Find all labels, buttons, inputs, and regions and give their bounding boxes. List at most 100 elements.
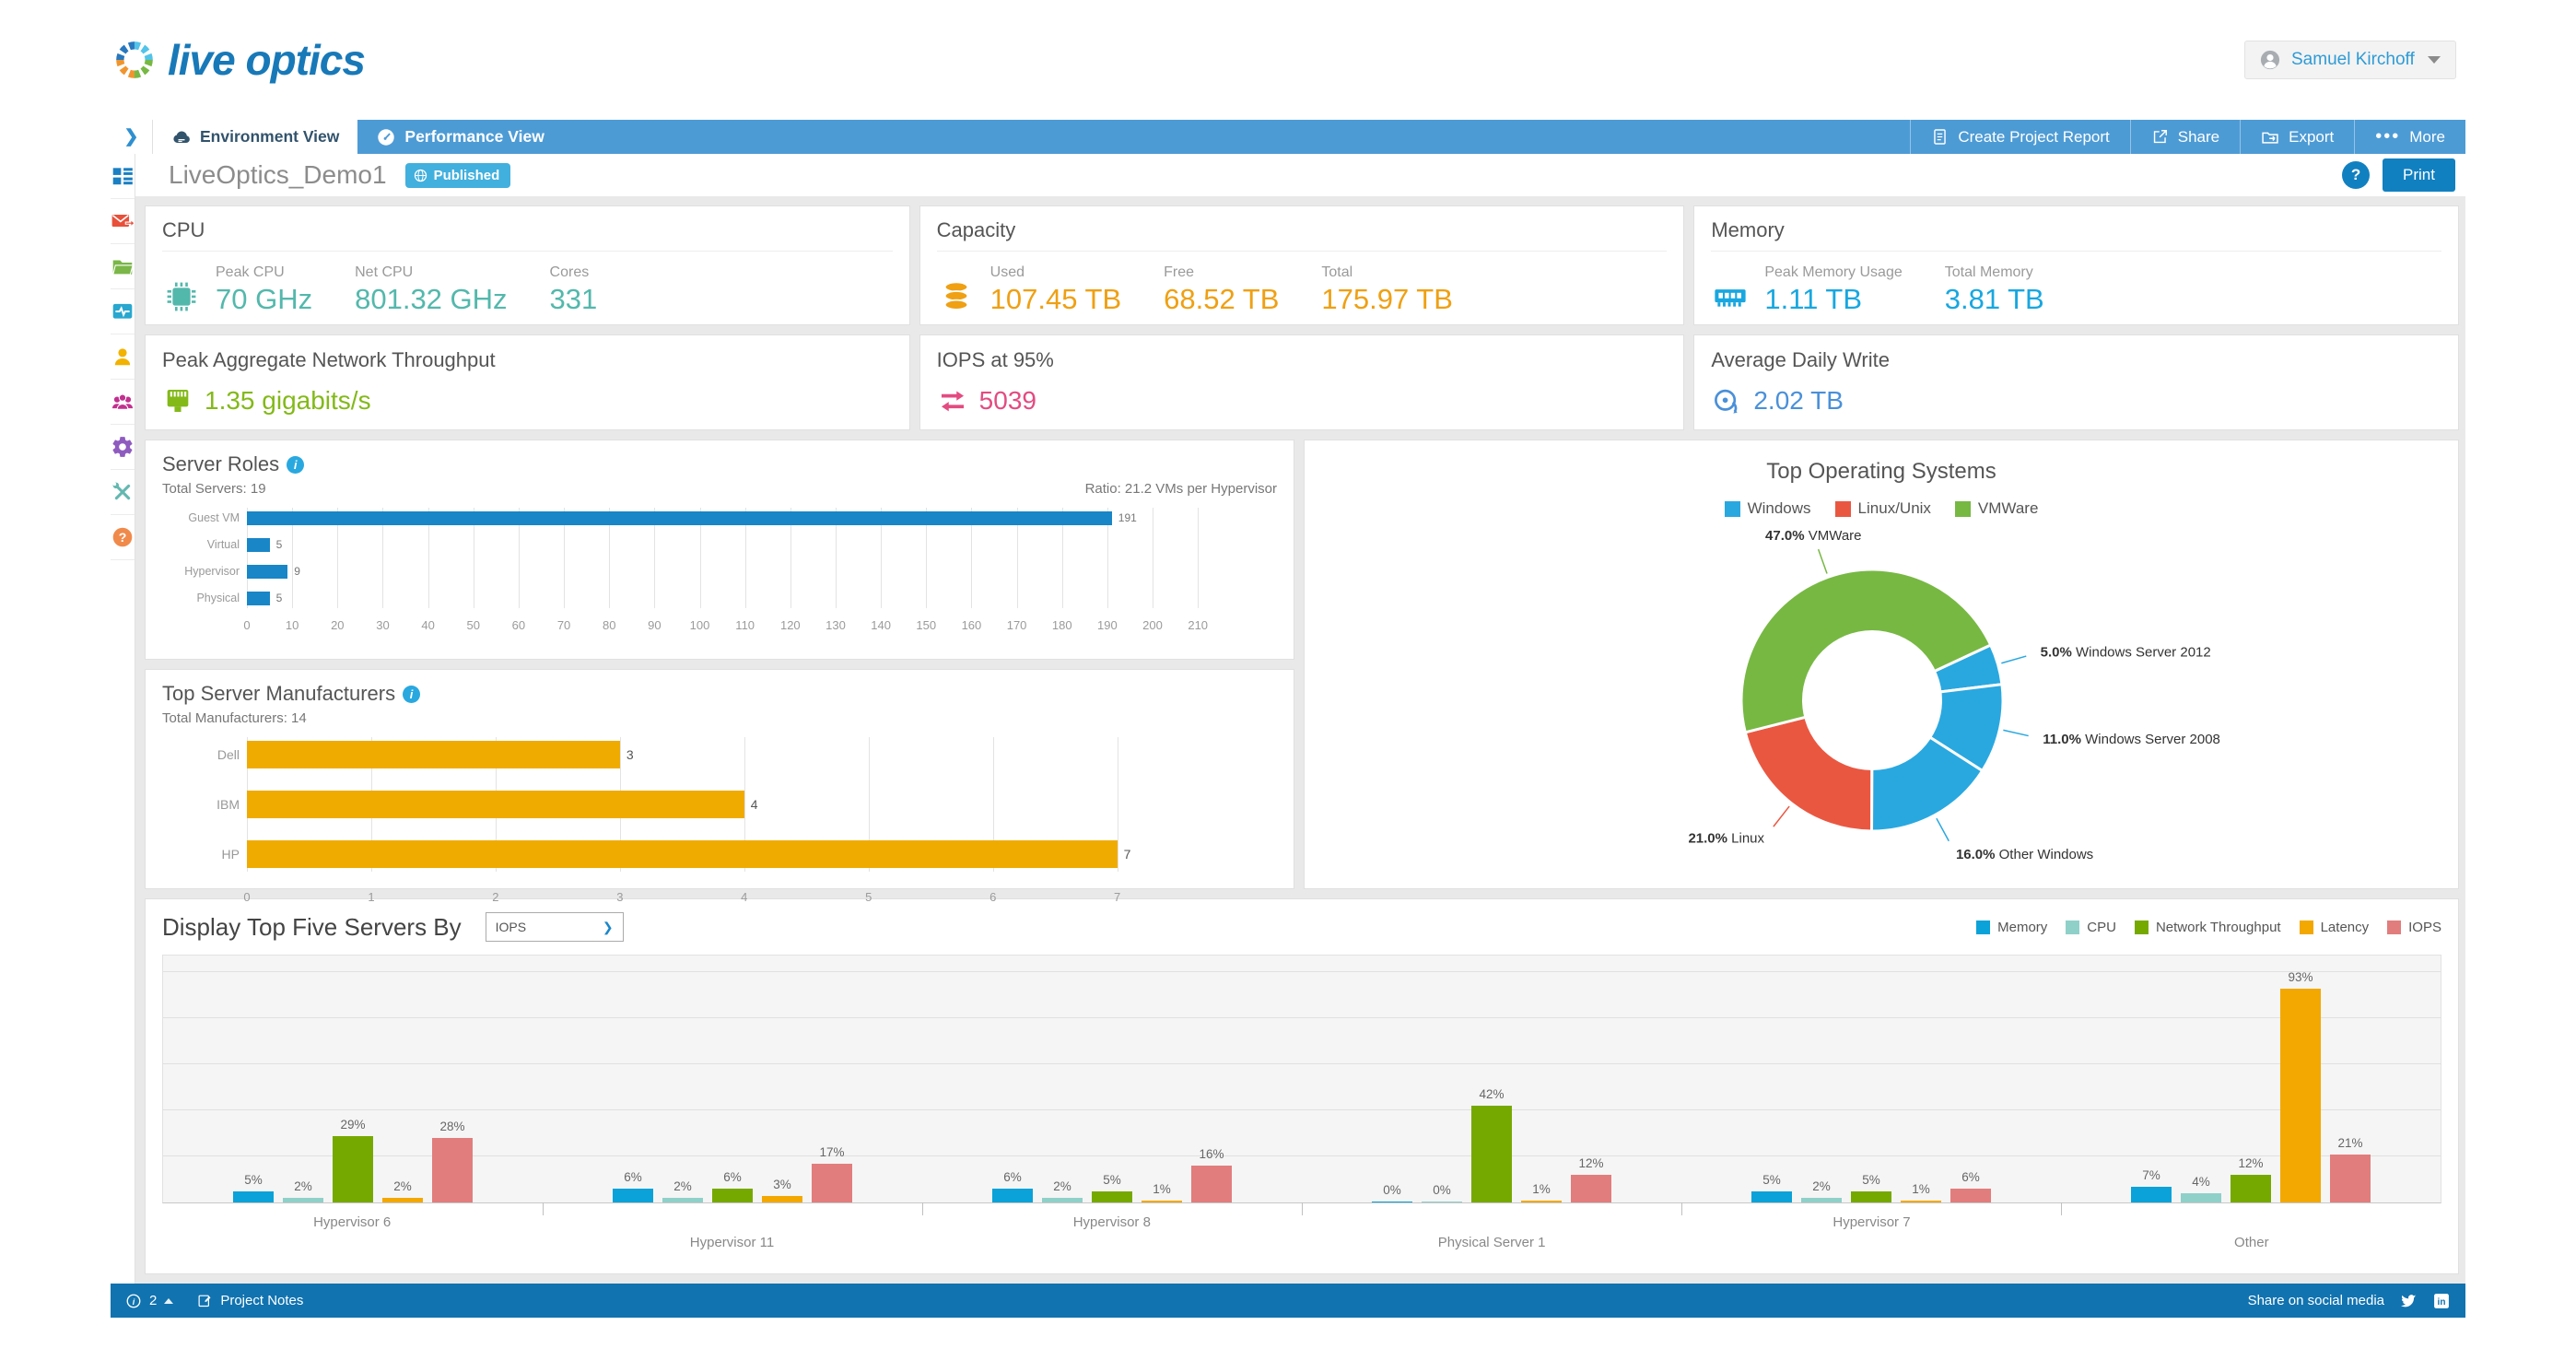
- bar: [247, 591, 270, 605]
- bar-network-throughput: 5%: [1851, 1173, 1891, 1202]
- legend-swatch: [2066, 920, 2080, 934]
- action-label: Export: [2289, 127, 2335, 146]
- create-project-report-button[interactable]: Create Project Report: [1910, 120, 2129, 154]
- project-titlebar: LiveOptics_Demo1 Published ? Print: [135, 154, 2468, 196]
- export-button[interactable]: Export: [2240, 120, 2354, 154]
- sidebar-item-files[interactable]: [111, 244, 135, 289]
- summary-row-2: Peak Aggregate Network Throughput 1.35 g…: [145, 334, 2460, 430]
- select-value: IOPS: [495, 920, 527, 934]
- bar-row-virtual: Virtual 5: [206, 537, 283, 552]
- metric: Used 107.45 TB: [989, 264, 1122, 315]
- label-leader-line: [1936, 817, 1950, 842]
- notification-count: 2: [149, 1293, 158, 1308]
- bar-value-label: 1%: [1153, 1181, 1171, 1196]
- share-social-label: Share on social media: [2247, 1293, 2384, 1308]
- bar-row-dell: Dell 3: [217, 737, 1222, 772]
- tab-environment-view[interactable]: Environment View: [153, 120, 358, 154]
- top-five-metric-select[interactable]: IOPS ❯︎: [485, 912, 624, 942]
- caret-up-icon: [164, 1297, 174, 1304]
- donut-label: 11.0% Windows Server 2008: [2043, 732, 2220, 747]
- legend-swatch: [1834, 500, 1851, 517]
- users-group-icon: [111, 393, 134, 410]
- bar: [247, 840, 1118, 868]
- category-label: Hypervisor 8: [1072, 1214, 1151, 1230]
- legend-item[interactable]: Linux/Unix: [1834, 499, 1931, 518]
- project-title: LiveOptics_Demo1: [169, 160, 387, 189]
- bar-iops: 12%: [1571, 1156, 1611, 1202]
- share-icon: [2153, 130, 2167, 144]
- chart-title: Top Server Manufacturers: [162, 682, 396, 705]
- top-servers-chart: 5% 2% 29% 2% 28% 6% 2% 6% 3% 17% 6% 2% 5% 1% 16% 0% 0% 42…: [162, 955, 2441, 1261]
- logo-mark-icon: [116, 41, 153, 78]
- bar-value-label: 6%: [723, 1170, 742, 1184]
- bar-group-hypervisor-7: 5% 2% 5% 1% 6%: [1681, 956, 2061, 1202]
- legend-label: Latency: [2320, 919, 2370, 935]
- info-icon[interactable]: i: [403, 685, 421, 703]
- print-button[interactable]: Print: [2383, 158, 2455, 192]
- sidebar-collapse-button[interactable]: ❯: [111, 120, 153, 154]
- bar-value-label: 5%: [244, 1172, 263, 1187]
- info-icon[interactable]: i: [287, 455, 305, 474]
- bar: [247, 741, 620, 768]
- info-circle-icon: i: [126, 1294, 141, 1308]
- card-title: Memory: [1711, 218, 1785, 241]
- sidebar-item-mail[interactable]: [111, 199, 135, 244]
- tools-icon: [112, 482, 131, 500]
- legend-item[interactable]: Memory: [1976, 920, 2047, 935]
- share-button[interactable]: Share: [2129, 120, 2240, 154]
- legend-item[interactable]: IOPS: [2387, 920, 2441, 935]
- card-title: Peak Aggregate Network Throughput: [162, 348, 496, 371]
- more-button[interactable]: ••• More: [2354, 120, 2465, 154]
- content-area: LiveOptics_Demo1 Published ? Print: [135, 154, 2468, 1284]
- bar-value-label: 7%: [2142, 1167, 2160, 1182]
- sidebar-item-tools[interactable]: [111, 470, 135, 515]
- help-button[interactable]: ?: [2342, 161, 2371, 189]
- bar-iops: 21%: [2330, 1136, 2371, 1202]
- bar-value-label: 12%: [2238, 1156, 2264, 1170]
- bar-value-label: 2%: [294, 1179, 312, 1193]
- bar-group-physical-server-1: 0% 0% 42% 1% 12%: [1302, 956, 1681, 1202]
- legend-swatch: [2387, 920, 2402, 934]
- legend-item[interactable]: VMWare: [1954, 499, 2038, 518]
- notifications-toggle[interactable]: i 2: [125, 1293, 174, 1309]
- label-leader-line: [1817, 548, 1828, 574]
- bar-memory: 6%: [613, 1170, 653, 1202]
- folder-export-icon: [2262, 132, 2278, 144]
- legend-item[interactable]: Latency: [2299, 919, 2370, 935]
- donut-label: 5.0% Windows Server 2012: [2041, 645, 2211, 661]
- sidebar-item-help[interactable]: ?: [111, 515, 135, 560]
- svg-text:?: ?: [119, 530, 127, 545]
- bar-iops: 28%: [432, 1120, 473, 1202]
- user-menu[interactable]: Samuel Kirchoff: [2244, 41, 2456, 79]
- donut-label: 16.0% Other Windows: [1956, 847, 2093, 862]
- chart-title: Display Top Five Servers By: [162, 912, 462, 941]
- bar-value-label: 16%: [1199, 1147, 1224, 1161]
- mail-forward-icon: [111, 214, 135, 229]
- bar-value-label: 28%: [439, 1120, 465, 1133]
- sidebar-item-dashboard[interactable]: [111, 154, 135, 199]
- main-navbar: ❯ Environment View Performance View Cr: [111, 120, 2465, 154]
- bar-value-label: 3%: [773, 1177, 791, 1191]
- storage-disks-icon: [937, 277, 976, 316]
- bar-latency: 1%: [1142, 1182, 1182, 1202]
- sidebar-item-performance[interactable]: [111, 289, 135, 334]
- twitter-icon[interactable]: [2399, 1292, 2418, 1310]
- tab-performance-view[interactable]: Performance View: [357, 120, 562, 154]
- cpu-chip-icon: [162, 277, 201, 316]
- legend-item[interactable]: Windows: [1724, 499, 1811, 518]
- top-servers-card: Display Top Five Servers By IOPS ❯︎ Memo…: [145, 898, 2459, 1274]
- settings-gear-icon: [112, 437, 133, 457]
- sidebar-item-users[interactable]: [111, 380, 135, 425]
- top-manufacturers-chart: Dell 3 IBM 4 HP 7 0 1 2 3 4 5 6 7: [162, 737, 1277, 907]
- sidebar-item-settings[interactable]: [111, 425, 135, 470]
- bar-group-hypervisor-8: 6% 2% 5% 1% 16%: [922, 956, 1302, 1202]
- bar-group-hypervisor-11: 6% 2% 6% 3% 17%: [543, 956, 922, 1202]
- legend-item[interactable]: CPU: [2066, 920, 2116, 935]
- project-notes-button[interactable]: Project Notes: [197, 1293, 303, 1308]
- metric: Total Memory 3.81 TB: [1944, 264, 2044, 315]
- legend-item[interactable]: Network Throughput: [2134, 920, 2281, 935]
- linkedin-icon[interactable]: in: [2432, 1292, 2451, 1310]
- legend-label: IOPS: [2408, 919, 2441, 935]
- sidebar-item-user[interactable]: [111, 334, 135, 380]
- bar-value-label: 6%: [1961, 1170, 1980, 1184]
